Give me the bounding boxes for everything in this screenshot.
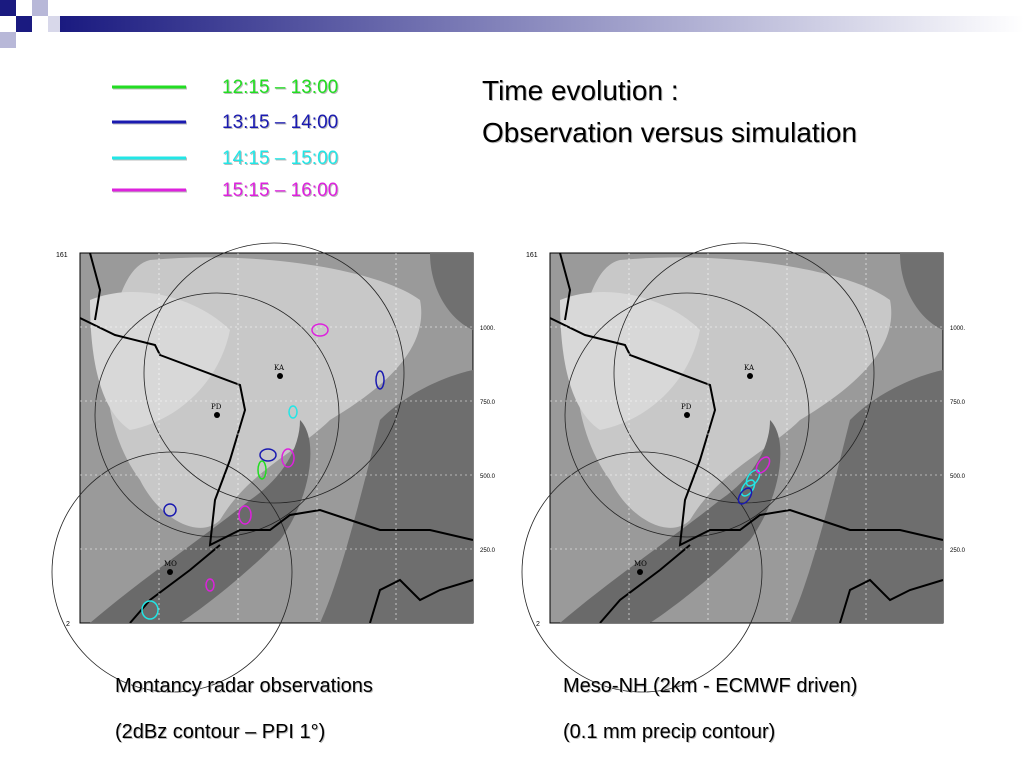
station-dot — [637, 569, 643, 575]
echo-contour — [311, 323, 329, 337]
station-label: PD — [681, 403, 692, 411]
scale-label: 250.0 — [950, 548, 966, 554]
legend-label: 15:15 – 16:00 — [222, 180, 338, 201]
station-label: PD — [211, 403, 222, 411]
echo-contour — [163, 503, 177, 517]
panels: KA PD MO 161 2 1000. 750.0 500.0 250.0 Montancy r… — [51, 242, 966, 743]
terrain-dark3 — [900, 253, 943, 330]
station-label: KA — [274, 364, 285, 372]
title-line: Observation versus simulation — [482, 117, 857, 148]
echo-contour — [288, 405, 298, 419]
legend-label: 14:15 – 15:00 — [222, 148, 338, 169]
station-dot — [684, 412, 690, 418]
station-label: KA — [744, 364, 755, 372]
scale-label: 750.0 — [480, 400, 496, 406]
terrain-dark — [320, 370, 473, 623]
echo-contour — [259, 448, 277, 462]
axis-top: 161 — [526, 252, 538, 259]
radar-range — [51, 451, 293, 693]
terrain-dark — [790, 370, 943, 623]
radar-range — [94, 292, 340, 538]
scale-label: 500.0 — [480, 474, 496, 480]
scale-label: 1000. — [480, 326, 495, 332]
terrain-light2 — [560, 291, 700, 430]
terrain-light2 — [90, 291, 230, 430]
radar-range — [564, 292, 810, 538]
caption-line: (0.1 mm precip contour) — [563, 721, 775, 743]
map-panel: KA PD MO 161 2 1000. 750.0 500.0 250.0 Montancy r… — [51, 242, 496, 743]
caption-line: Meso-NH (2km - ECMWF driven) — [563, 675, 857, 697]
station-dot — [214, 412, 220, 418]
legend: 12:15 – 13:00 13:15 – 14:00 14:15 – 15:00 1… — [112, 77, 338, 201]
sim-contour — [755, 456, 771, 474]
border — [549, 317, 944, 547]
scale-label: 750.0 — [950, 400, 966, 406]
terrain-dark2 — [90, 420, 311, 623]
station-label: MO — [164, 560, 177, 568]
echo-contour — [375, 370, 385, 390]
radar-range — [521, 451, 763, 693]
terrain-dark2 — [560, 420, 781, 623]
terrain-dark3 — [430, 253, 473, 330]
scale-label: 1000. — [950, 326, 965, 332]
station-dot — [747, 373, 753, 379]
sim-contour — [737, 487, 753, 505]
legend-label: 13:15 – 14:00 — [222, 112, 338, 133]
scale-label: 500.0 — [950, 474, 966, 480]
station-dot — [167, 569, 173, 575]
title-line: Time evolution : — [482, 75, 679, 106]
border2 — [89, 252, 474, 624]
station-label: MO — [634, 560, 647, 568]
station-dot — [277, 373, 283, 379]
border2 — [559, 252, 944, 624]
caption-line: (2dBz contour – PPI 1°) — [115, 721, 325, 743]
legend-label: 12:15 – 13:00 — [222, 77, 338, 98]
sim-contour — [745, 469, 761, 487]
echo-contour — [238, 505, 252, 525]
echo-contour — [205, 578, 215, 592]
axis-bottom: 2 — [66, 621, 70, 628]
axis-bottom: 2 — [536, 621, 540, 628]
border — [79, 317, 474, 547]
scale-label: 250.0 — [480, 548, 496, 554]
echo-contour — [257, 460, 267, 480]
caption-line: Montancy radar observations — [115, 675, 373, 697]
corner-decoration — [0, 0, 1024, 48]
axis-top: 161 — [56, 252, 68, 259]
radar-range — [143, 242, 405, 504]
map-panel: KA PD MO 161 2 1000. 750.0 500.0 250.0 Meso-NH (2… — [521, 242, 966, 743]
echo-contour — [141, 600, 159, 620]
title: Time evolution : Observation versus simul… — [482, 75, 857, 148]
echo-contour — [281, 448, 295, 468]
